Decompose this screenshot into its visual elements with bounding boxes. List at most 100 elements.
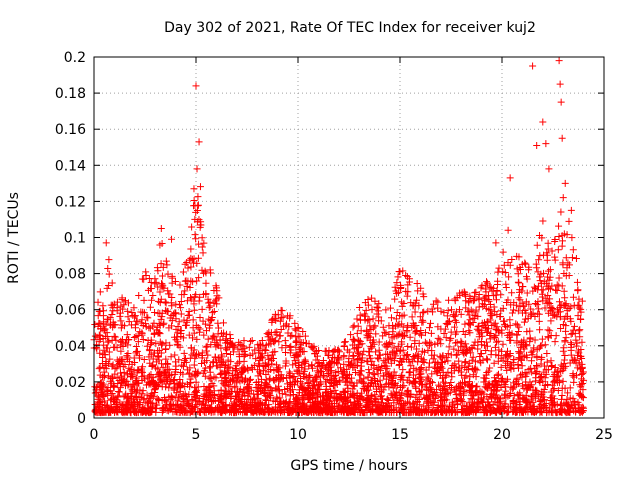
data-point	[391, 295, 399, 303]
data-point	[461, 320, 469, 328]
data-point	[504, 226, 512, 234]
data-point	[465, 327, 473, 335]
data-point	[451, 330, 459, 338]
data-point	[426, 392, 434, 400]
data-point	[94, 298, 102, 306]
data-point	[477, 349, 485, 357]
data-point	[138, 367, 146, 375]
data-point	[433, 404, 441, 412]
data-point	[343, 397, 351, 405]
data-point	[284, 409, 292, 417]
x-tick-label: 10	[289, 427, 307, 443]
data-point	[202, 269, 210, 277]
data-point	[437, 402, 445, 410]
data-point	[102, 239, 110, 247]
data-point	[568, 234, 576, 242]
data-point	[377, 317, 385, 325]
data-point	[512, 301, 520, 309]
data-point	[570, 322, 578, 330]
data-point	[330, 382, 338, 390]
data-point	[130, 381, 138, 389]
data-point	[246, 337, 254, 345]
data-point	[140, 296, 148, 304]
data-point	[221, 391, 229, 399]
data-point	[279, 374, 287, 382]
data-point	[213, 287, 221, 295]
data-point	[469, 382, 477, 390]
data-point	[276, 332, 284, 340]
data-point	[509, 306, 517, 314]
data-point	[152, 278, 160, 286]
data-point	[212, 362, 220, 370]
data-point	[244, 366, 252, 374]
data-point	[523, 386, 531, 394]
data-point	[108, 310, 116, 318]
data-point	[332, 397, 340, 405]
data-point	[494, 337, 502, 345]
data-point	[274, 364, 282, 372]
data-point	[118, 372, 126, 380]
data-point	[484, 325, 492, 333]
data-point	[319, 361, 327, 369]
data-point	[222, 335, 230, 343]
data-point	[354, 336, 362, 344]
data-point	[403, 292, 411, 300]
data-point	[497, 363, 505, 371]
data-point	[272, 373, 280, 381]
x-tick-label: 15	[391, 427, 409, 443]
data-points	[90, 57, 588, 417]
data-point	[179, 268, 187, 276]
data-point	[175, 393, 183, 401]
data-point	[293, 405, 301, 413]
data-point	[541, 304, 549, 312]
data-point	[573, 278, 581, 286]
data-point	[409, 357, 417, 365]
data-point	[240, 337, 248, 345]
axis-ticks: 0 0.02 0.04 0.06 0.08 0.1 0.12 0.14 0.16 0.18 0.2 0…	[55, 50, 613, 443]
data-point	[362, 306, 370, 314]
data-point	[483, 355, 491, 363]
data-point	[370, 364, 378, 372]
data-point	[514, 270, 522, 278]
data-point	[543, 273, 551, 281]
data-point	[161, 298, 169, 306]
data-point	[153, 394, 161, 402]
data-point	[559, 367, 567, 375]
data-point	[312, 356, 320, 364]
data-point	[328, 376, 336, 384]
data-point	[511, 403, 519, 411]
data-point	[458, 371, 466, 379]
data-point	[494, 268, 502, 276]
data-point	[441, 358, 449, 366]
data-point	[311, 398, 319, 406]
data-point	[502, 283, 510, 291]
data-point	[431, 358, 439, 366]
data-point	[396, 355, 404, 363]
data-point	[351, 368, 359, 376]
data-point	[105, 407, 113, 415]
data-point	[439, 408, 447, 416]
data-point	[516, 286, 524, 294]
data-point	[148, 391, 156, 399]
data-point	[462, 292, 470, 300]
data-point	[149, 361, 157, 369]
data-point	[138, 316, 146, 324]
data-point	[550, 311, 558, 319]
data-point	[109, 304, 117, 312]
data-point	[177, 298, 185, 306]
data-point	[387, 304, 395, 312]
data-point	[258, 408, 266, 416]
data-point	[300, 372, 308, 380]
data-point	[100, 325, 108, 333]
data-point	[207, 404, 215, 412]
data-point	[513, 380, 521, 388]
data-point	[444, 357, 452, 365]
data-point	[144, 378, 152, 386]
data-point	[508, 289, 516, 297]
data-point	[402, 287, 410, 295]
data-point	[145, 398, 153, 406]
data-point	[284, 403, 292, 411]
y-tick-label: 0.12	[55, 194, 86, 210]
data-point	[107, 379, 115, 387]
data-point	[547, 304, 555, 312]
